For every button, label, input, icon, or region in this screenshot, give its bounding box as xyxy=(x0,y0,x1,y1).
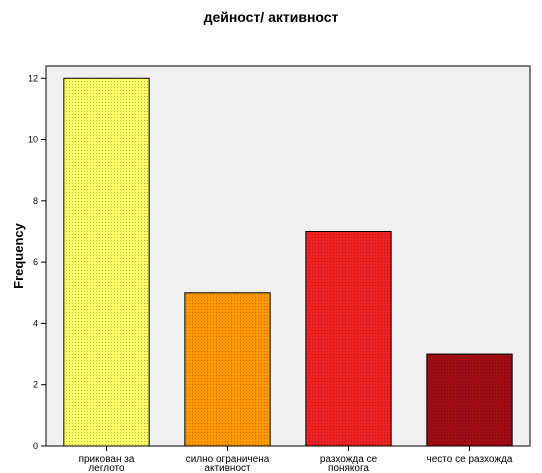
bar-texture xyxy=(63,78,150,447)
x-category-label: леглото xyxy=(88,463,125,473)
y-axis-label: Frequency xyxy=(11,222,26,289)
x-category-label: прикован за xyxy=(79,454,135,465)
x-category-label: понякога xyxy=(328,463,369,473)
x-category-label: активност xyxy=(204,463,251,473)
bar-texture xyxy=(426,354,513,446)
bar-texture xyxy=(184,292,271,446)
chart-title: дейност/ активност xyxy=(204,9,339,25)
y-tick-label: 10 xyxy=(28,135,38,145)
y-tick-label: 0 xyxy=(33,441,38,451)
x-category-label: често се разхожда xyxy=(427,454,513,465)
y-tick-label: 8 xyxy=(33,196,38,206)
y-tick-label: 12 xyxy=(28,73,38,83)
x-category-label: силно ограничена xyxy=(186,454,270,465)
bar-texture xyxy=(305,231,392,446)
y-tick-label: 4 xyxy=(33,318,38,328)
y-tick-label: 2 xyxy=(33,380,38,390)
x-category-label: разхожда се xyxy=(320,454,378,465)
bars xyxy=(63,77,513,447)
y-axis: 0 2 4 6 8 10 12 xyxy=(28,73,46,451)
y-tick-label: 6 xyxy=(33,257,38,267)
